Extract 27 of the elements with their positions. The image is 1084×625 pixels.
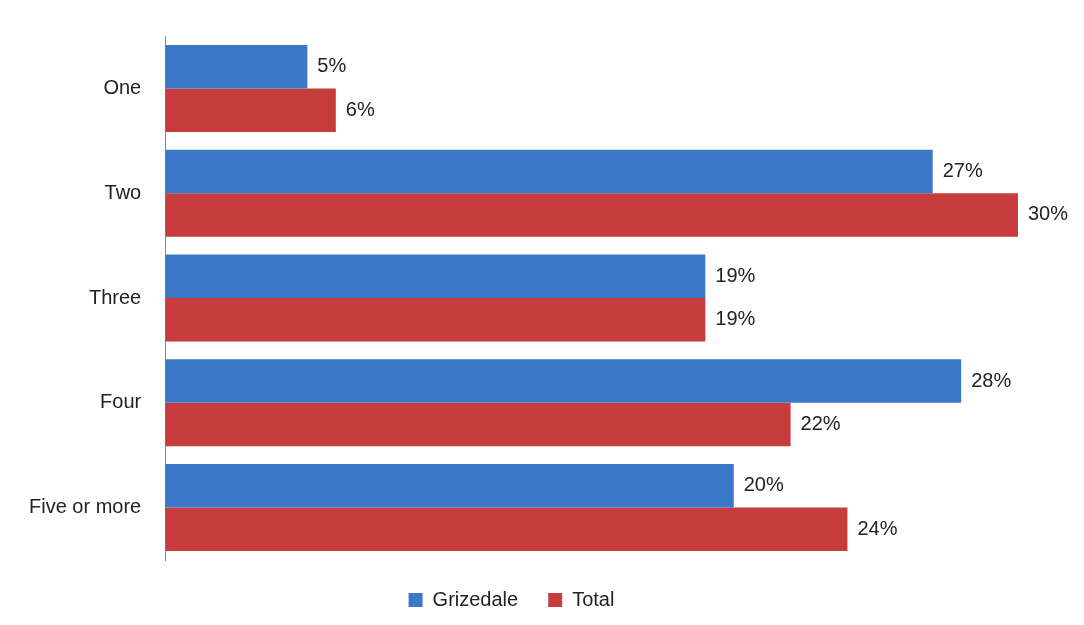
y-tick-label: Five or more [29,495,142,518]
data-label: 24% [857,516,898,539]
data-label: 30% [1028,202,1069,225]
bar [165,193,1018,237]
y-tick-label: Two [104,180,142,203]
data-label: 5% [317,54,347,77]
bar [165,402,791,447]
bar [165,298,706,342]
data-label: 6% [345,97,375,120]
bar [165,149,933,194]
bar [165,254,706,298]
data-label: 19% [715,263,756,286]
bar [165,359,962,403]
data-label: 20% [743,473,784,496]
data-label: 22% [800,412,841,435]
bar [165,88,336,132]
data-label: 28% [971,368,1012,391]
data-label: 27% [942,158,983,181]
y-tick-label: Four [100,390,142,413]
bar [165,44,308,89]
y-tick-label: Three [89,285,142,308]
bar [165,464,734,508]
y-tick-label: One [103,75,142,98]
data-label: 19% [715,307,756,330]
bar [165,507,848,552]
legend-label: Total [572,587,615,610]
legend-label: Grizedale [432,587,519,610]
